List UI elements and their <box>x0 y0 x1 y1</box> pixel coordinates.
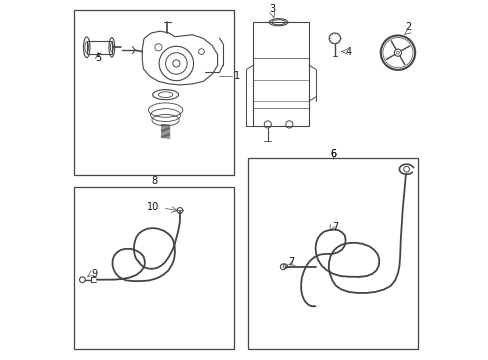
Text: 6: 6 <box>330 149 336 159</box>
Text: 8: 8 <box>151 176 157 186</box>
Bar <box>74 10 233 175</box>
Bar <box>253 22 308 126</box>
Text: 10: 10 <box>146 202 159 212</box>
Text: 3: 3 <box>268 4 275 14</box>
Text: 5: 5 <box>95 53 101 63</box>
Text: 2: 2 <box>405 22 411 32</box>
Bar <box>247 158 418 348</box>
Text: 6: 6 <box>330 149 336 159</box>
Text: 7: 7 <box>332 222 338 232</box>
Text: 1: 1 <box>234 71 240 81</box>
Bar <box>87 41 112 54</box>
Text: 4: 4 <box>345 46 351 57</box>
Polygon shape <box>142 31 217 85</box>
Text: 9: 9 <box>91 269 97 279</box>
Text: 7: 7 <box>287 257 293 267</box>
Bar <box>74 187 233 348</box>
